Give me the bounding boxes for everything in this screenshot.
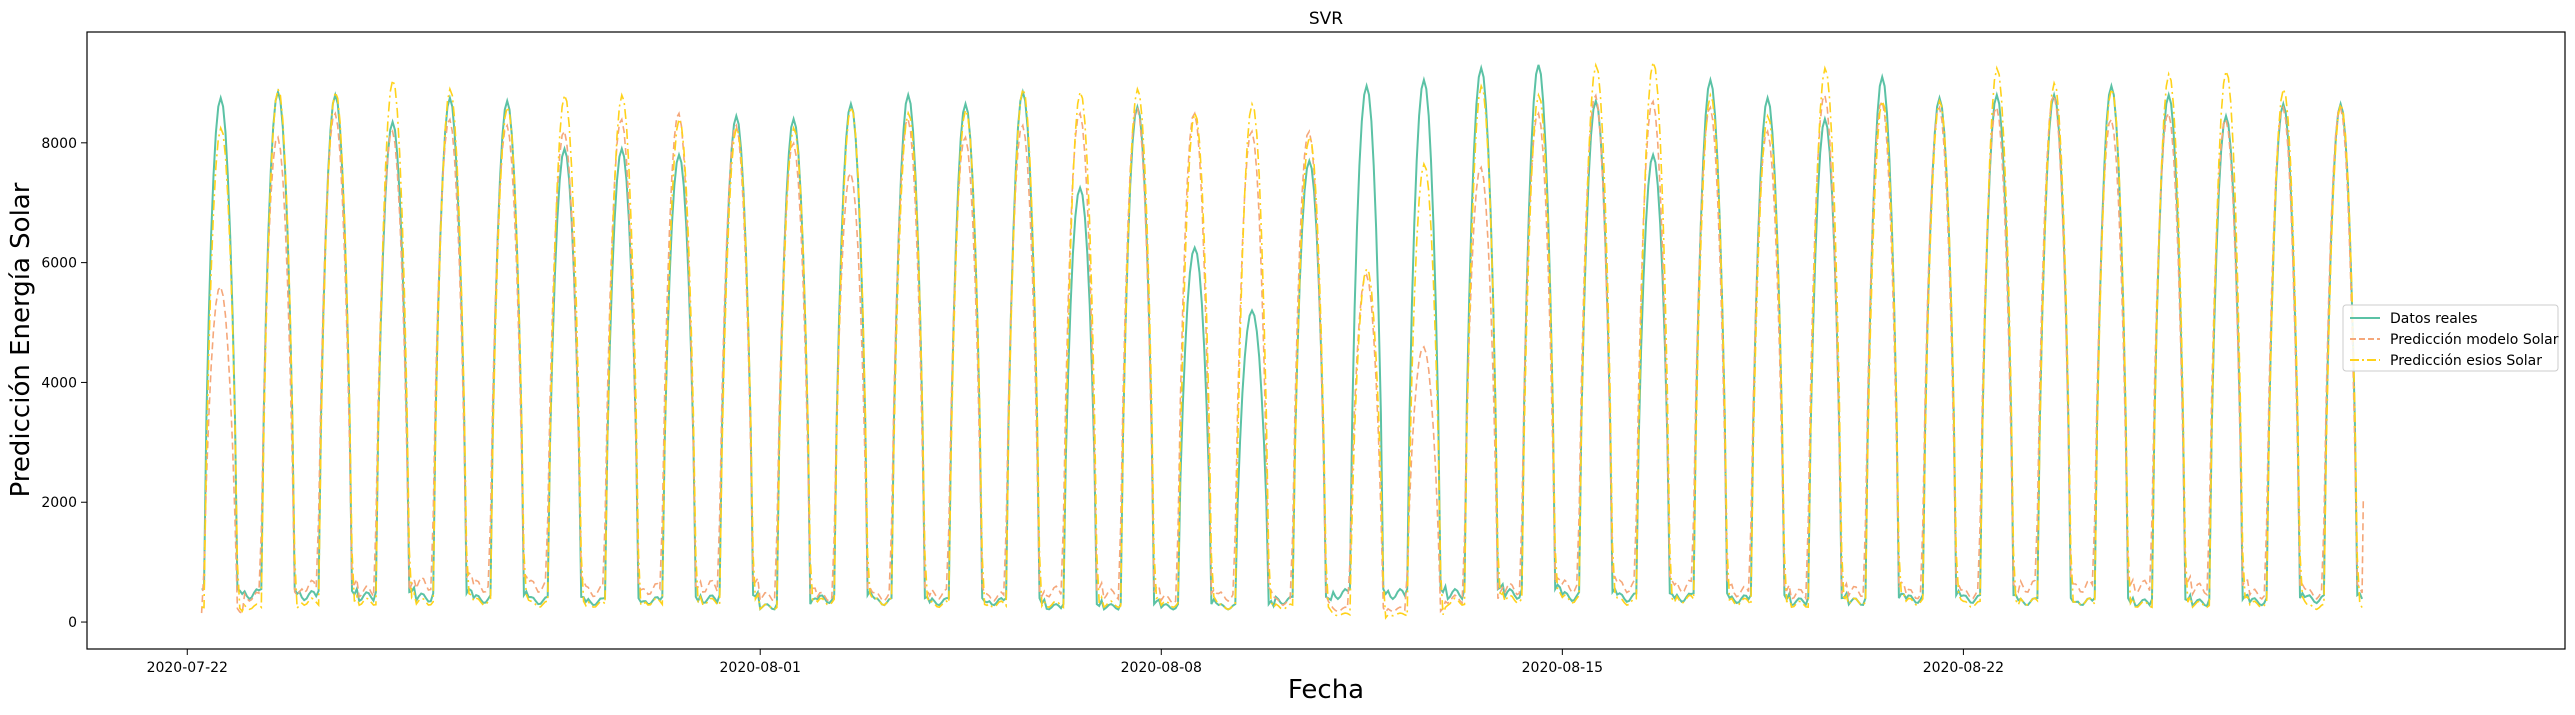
legend-label-datos-reales: Datos reales — [2390, 311, 2478, 327]
x-tick-label: 2020-08-08 — [1121, 660, 1202, 676]
chart-title: SVR — [1309, 9, 1343, 29]
series-line-prediccion-modelo — [200, 92, 2365, 615]
y-tick-label: 8000 — [41, 136, 77, 152]
x-axis: 2020-07-22 2020-08-01 2020-08-08 2020-08-15… — [147, 649, 2004, 676]
x-tick-label: 2020-08-15 — [1522, 660, 1603, 676]
y-tick-label: 2000 — [41, 495, 77, 511]
y-tick-label: 6000 — [41, 256, 77, 272]
series-line-prediccion-esios — [201, 59, 2363, 620]
legend: Datos reales Predicción modelo Solar Pre… — [2342, 304, 2559, 372]
x-tick-label: 2020-08-22 — [1923, 660, 2004, 676]
y-tick-label: 0 — [68, 615, 77, 631]
y-tick-label: 4000 — [41, 375, 77, 391]
series-layer — [200, 59, 2365, 620]
x-tick-label: 2020-07-22 — [147, 660, 228, 676]
plot-area-frame — [86, 31, 2566, 650]
y-axis-label: Predicción Energía Solar — [6, 182, 36, 497]
legend-label-prediccion-modelo: Predicción modelo Solar — [2390, 332, 2559, 348]
legend-label-prediccion-esios: Predicción esios Solar — [2390, 353, 2542, 369]
legend-box — [2342, 304, 2559, 372]
series-line-datos-reales — [201, 63, 2364, 612]
x-tick-label: 2020-08-01 — [720, 660, 801, 676]
x-axis-label: Fecha — [1288, 675, 1364, 705]
y-axis: 0 2000 4000 6000 8000 — [41, 136, 87, 631]
